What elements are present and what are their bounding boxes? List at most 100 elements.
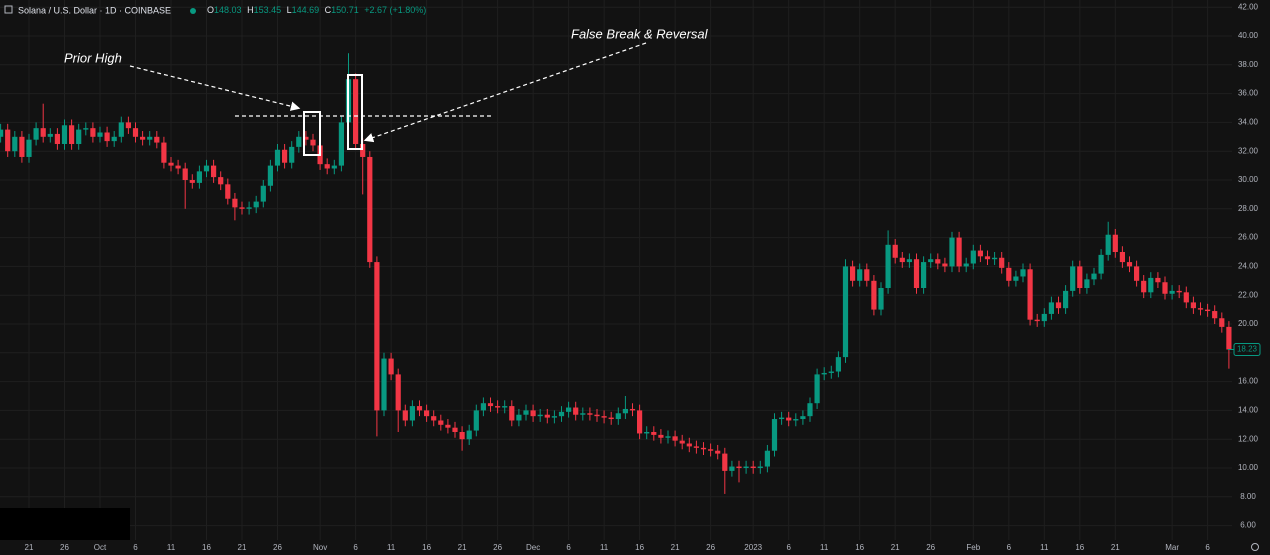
candle-body — [1190, 302, 1196, 309]
candle-body — [587, 413, 593, 415]
y-tick-label: 6.00 — [1240, 521, 1256, 530]
candle-body — [999, 257, 1005, 268]
candle-body — [1119, 252, 1125, 263]
grid — [0, 0, 1232, 540]
candle-body — [402, 410, 408, 421]
candle-body — [1155, 277, 1161, 283]
o-label: O — [207, 5, 214, 15]
candle-body — [523, 410, 529, 415]
candle-body — [750, 466, 756, 468]
candle-body — [658, 434, 664, 438]
x-tick-label: Nov — [313, 543, 327, 552]
x-tick-label: 6 — [353, 543, 358, 552]
y-tick-label: 14.00 — [1238, 406, 1259, 415]
x-tick-label: 26 — [273, 543, 282, 552]
candle-body — [466, 430, 472, 440]
annotation: Prior High — [64, 50, 122, 65]
candle-body — [324, 164, 330, 169]
highlight-box — [303, 111, 321, 156]
c-label: C — [325, 5, 332, 15]
candle-body — [424, 410, 430, 417]
candle-body — [992, 257, 998, 260]
x-tick-label: 21 — [671, 543, 680, 552]
candle-body — [1070, 266, 1076, 291]
x-tick-label: 26 — [926, 543, 935, 552]
candle-body — [1020, 269, 1026, 277]
candle-body — [928, 259, 934, 263]
y-tick-label: 34.00 — [1238, 118, 1259, 127]
candle-body — [1077, 266, 1083, 288]
candle-body — [438, 420, 444, 425]
y-tick-label: 40.00 — [1238, 31, 1259, 40]
candle-body — [381, 358, 387, 411]
candle-body — [850, 266, 856, 281]
symbol-title: Solana / U.S. Dollar · 1D · COINBASE — [18, 5, 171, 15]
candle-body — [388, 358, 394, 375]
y-tick-label: 24.00 — [1238, 262, 1259, 271]
y-tick-label: 20.00 — [1238, 319, 1259, 328]
x-tick-label: 6 — [566, 543, 571, 552]
candle-body — [203, 165, 210, 172]
candle-body — [1048, 302, 1054, 314]
menu-icon[interactable] — [4, 5, 13, 14]
candle-body — [807, 403, 813, 417]
y-tick-label: 42.00 — [1238, 2, 1259, 11]
candle-body — [211, 165, 217, 178]
candle-body — [502, 406, 508, 408]
last-price-label: 18.23 — [1237, 345, 1258, 354]
settings-icon[interactable] — [1251, 543, 1259, 551]
candle-body — [495, 406, 501, 408]
candle-body — [651, 432, 657, 435]
candle-body — [1219, 318, 1225, 327]
l-label: L — [287, 5, 292, 15]
candle-body — [459, 432, 465, 440]
candle-body — [615, 413, 621, 420]
x-tick-label: 11 — [600, 543, 609, 552]
candle-body — [949, 237, 955, 267]
candle-body — [1162, 282, 1168, 294]
candle-body — [1148, 277, 1154, 293]
candle-body — [793, 419, 799, 421]
x-tick-label: 11 — [820, 543, 829, 552]
highlight-box — [347, 74, 363, 150]
candle-body — [274, 149, 281, 166]
candle-body — [1084, 279, 1090, 288]
y-tick-label: 22.00 — [1238, 290, 1259, 299]
h-label: H — [247, 5, 254, 15]
change: +2.67 (+1.80%) — [364, 5, 426, 15]
arrow — [363, 42, 647, 143]
h-value: 153.45 — [254, 5, 282, 15]
arrow — [129, 65, 301, 111]
y-tick-label: 38.00 — [1238, 60, 1259, 69]
candle-body — [906, 259, 912, 263]
candle-body — [182, 168, 188, 180]
x-tick-label: Feb — [966, 543, 980, 552]
candle-body — [1098, 254, 1104, 274]
candle-body — [452, 427, 458, 432]
candle-body — [140, 136, 146, 140]
x-tick-label: 21 — [1111, 543, 1120, 552]
x-tick-label: 21 — [238, 543, 247, 552]
candle-body — [821, 372, 827, 375]
y-tick-label: 32.00 — [1238, 146, 1259, 155]
candle-body — [786, 417, 792, 421]
x-tick-label: 11 — [1040, 543, 1049, 552]
candle-body — [1169, 290, 1175, 294]
candle-body — [1013, 276, 1019, 281]
candle-body — [1226, 326, 1232, 350]
candle-body — [544, 414, 550, 418]
candle-body — [779, 417, 785, 420]
candle-body — [1006, 267, 1012, 281]
x-tick-label: 2023 — [744, 543, 762, 552]
candle-body — [12, 136, 18, 152]
candle-body — [693, 446, 699, 448]
candle-body — [1126, 262, 1133, 267]
candle-body — [1041, 313, 1047, 322]
x-tick-label: 11 — [167, 543, 176, 552]
candle-body — [537, 414, 543, 417]
candle-body — [743, 466, 749, 468]
candle-body — [26, 139, 32, 157]
candle-body — [97, 132, 103, 137]
candle-body — [1105, 234, 1111, 255]
